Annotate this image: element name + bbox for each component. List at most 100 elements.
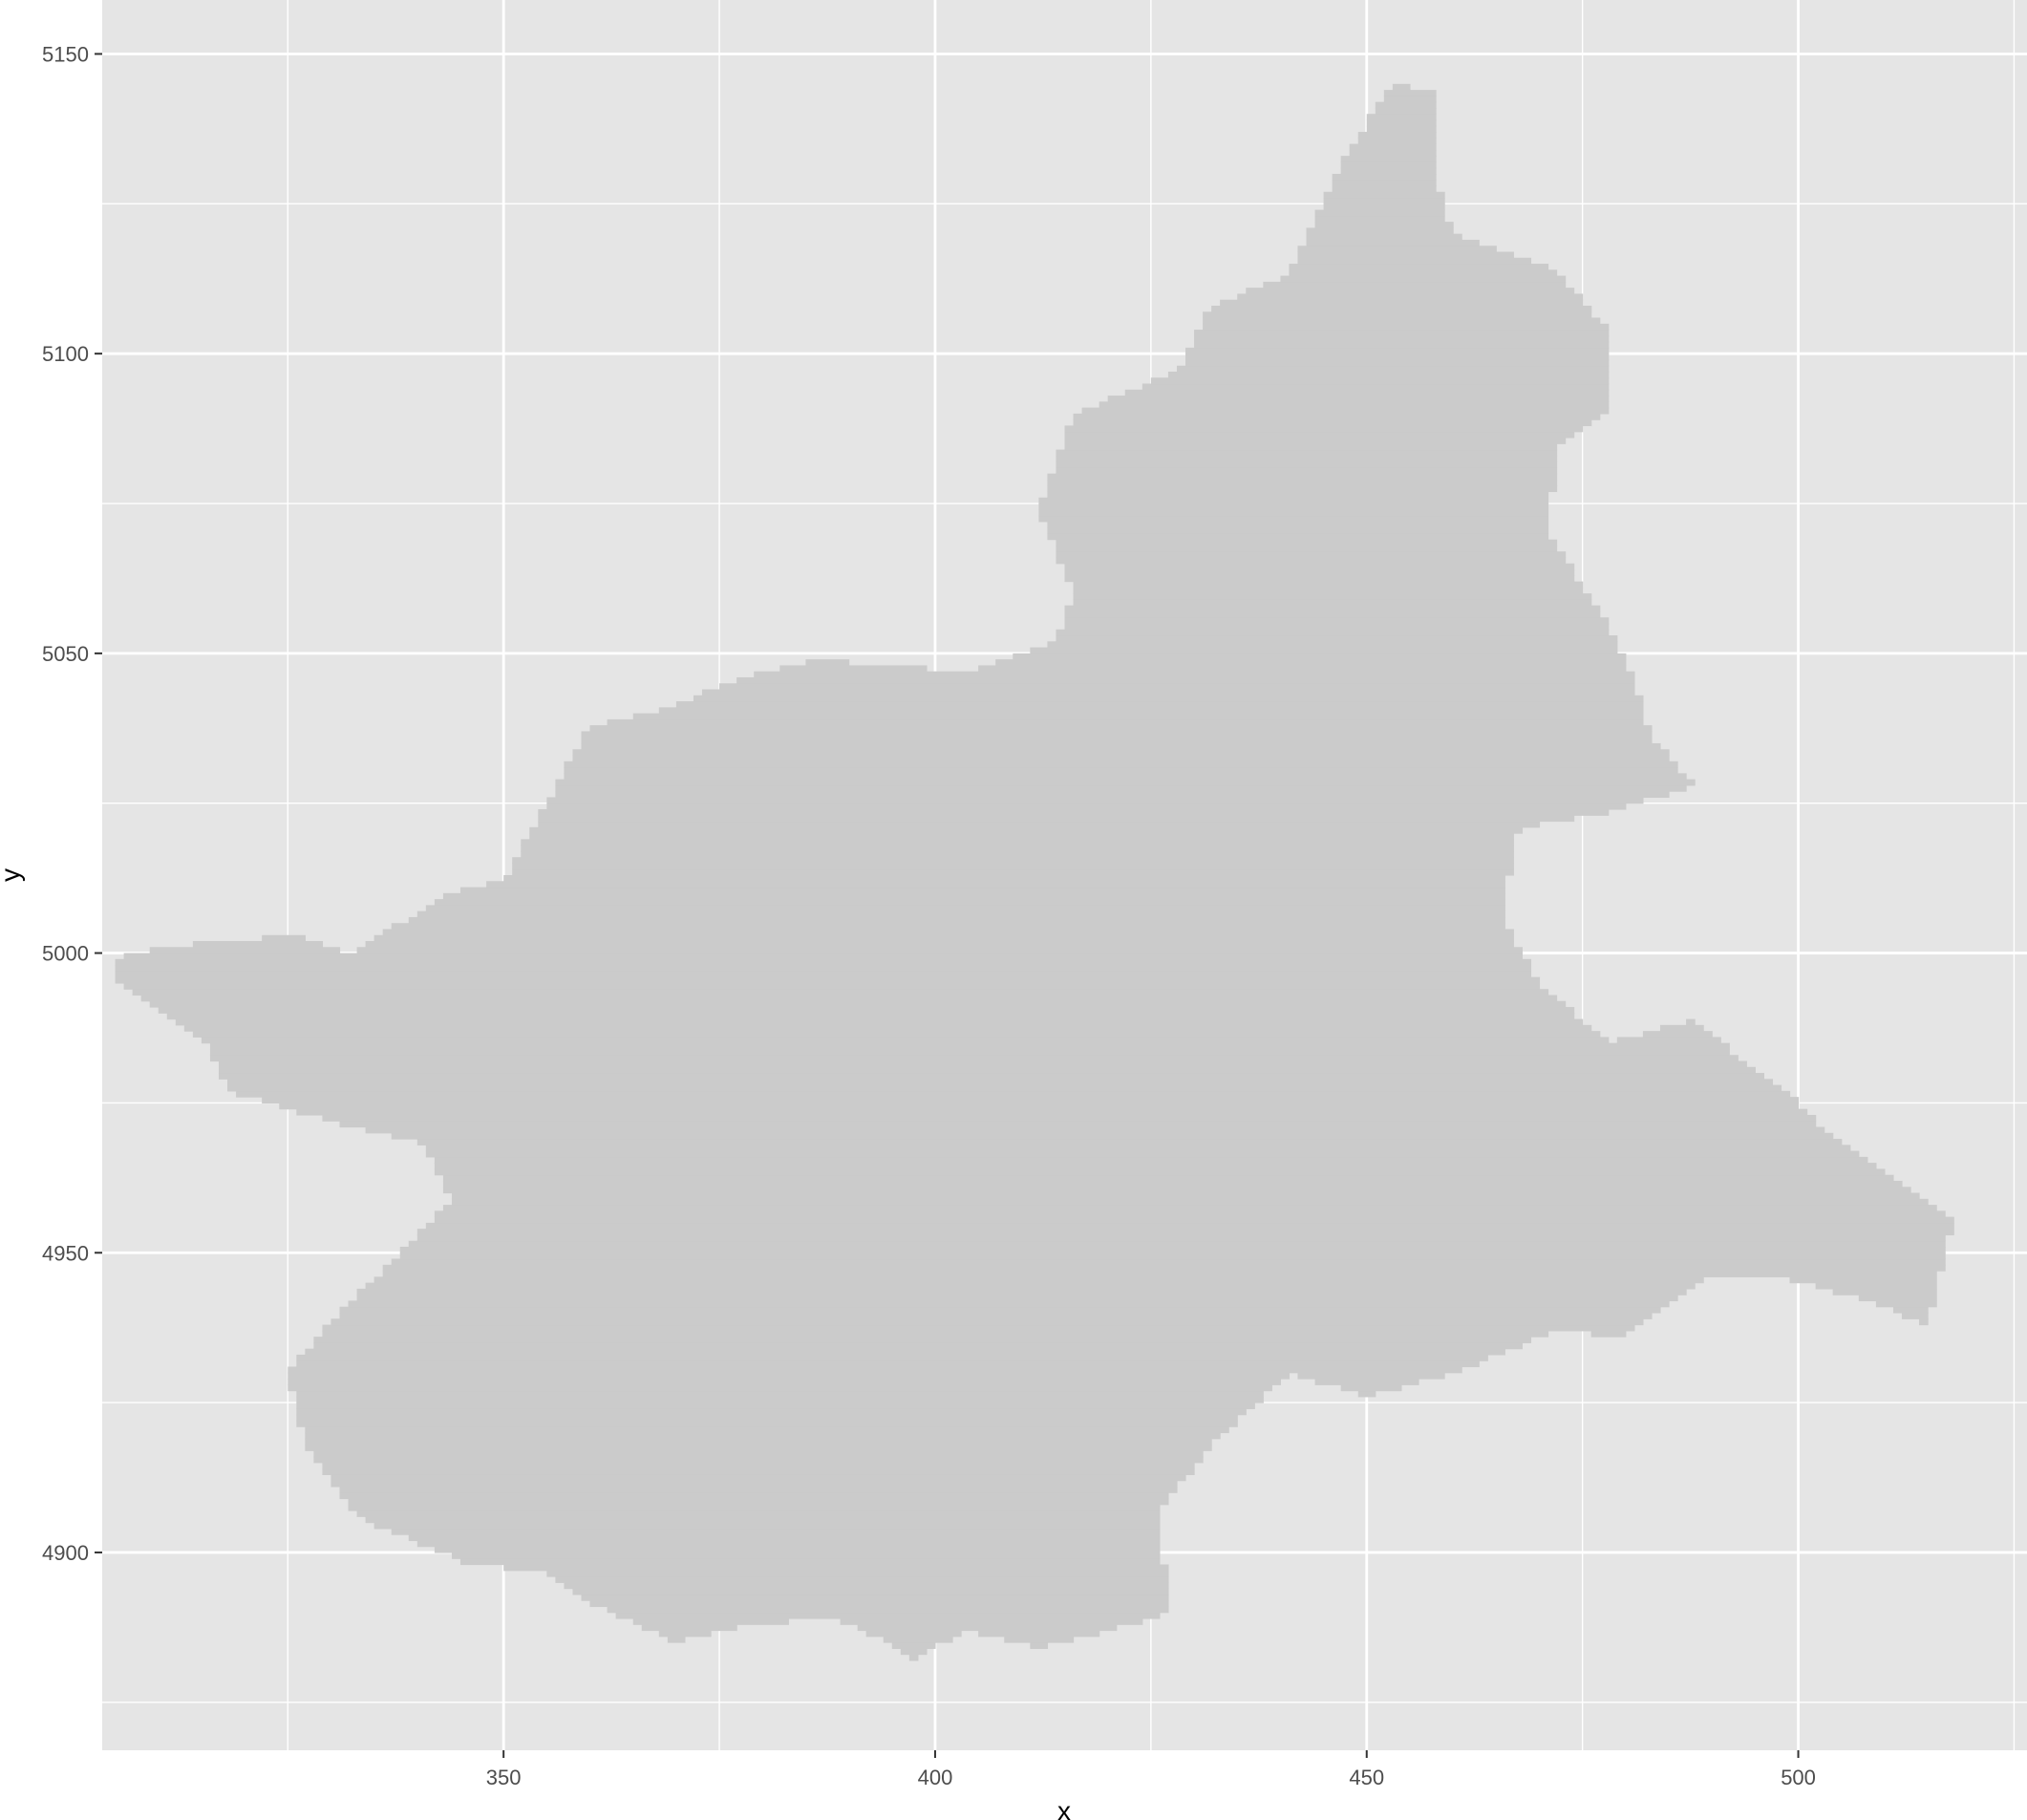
raster-cell-run [331,1474,1186,1482]
x-tick-label: 400 [918,1766,953,1789]
raster-cell-run [313,1337,1532,1343]
raster-cell-run [581,742,1661,750]
raster-cell-run [1349,143,1437,151]
raster-cell-run [908,1654,919,1661]
raster-cell-run [1642,1031,1713,1038]
raster-cell-run [719,683,1635,691]
raster-cell-run [1590,1330,1627,1338]
raster-cell-run [296,1360,1480,1368]
raster-cell-run [115,958,1532,966]
raster-cell-run [1073,599,1592,607]
raster-cell-run [1306,239,1480,246]
raster-cell-run [296,1414,1238,1422]
raster-cell-run [1314,222,1454,229]
raster-cell-run [1306,233,1462,241]
raster-cell-run [399,1253,1946,1260]
raster-cell-run [1038,509,1549,517]
raster-cell-run [857,1624,1118,1632]
raster-cell-run [1142,383,1610,391]
raster-cell-run [123,982,1541,990]
raster-cell-run [1340,167,1437,175]
raster-cell-run [995,659,1627,667]
raster-cell-run [451,1552,1161,1559]
raster-cell-run [434,1546,1161,1553]
x-tick-label: 350 [486,1766,522,1789]
raster-cell-run [1289,264,1549,270]
raster-cell-run [1357,1390,1376,1398]
raster-cell-run [296,1408,1247,1416]
raster-cell-run [339,1306,1661,1314]
raster-region [115,83,1954,1661]
raster-cell-run [322,1114,1817,1122]
raster-cell-run [607,1606,1169,1614]
raster-cell-run [564,773,1687,781]
raster-cell-run [1038,497,1549,504]
raster-cell-run [1047,521,1549,528]
raster-cell-run [572,755,1670,762]
raster-cell-run [1056,545,1558,552]
raster-cell-run [365,941,1514,948]
raster-cell-run [442,1174,1894,1182]
raster-cell-run [538,815,1575,823]
raster-cell-run [1038,503,1549,510]
raster-cell-run [658,1630,712,1638]
raster-cell-run [675,701,1644,708]
raster-cell-run [503,875,1505,882]
raster-cell-run [1875,1300,1937,1308]
raster-cell-run [442,1187,1911,1194]
raster-cell-run [693,695,1644,702]
raster-cell-run [564,767,1678,774]
raster-cell-run [581,731,1653,739]
raster-cell-run [279,1103,1800,1110]
raster-cell-run [1047,473,1558,481]
axis-ticks [95,53,1800,1758]
raster-cell-run [1366,125,1437,133]
raster-cell-run [434,1156,1868,1164]
raster-cell-run [305,1445,1212,1451]
raster-cell-run [434,1210,1946,1218]
raster-cell-run [779,665,928,673]
x-tick-label: 450 [1349,1766,1384,1789]
raster-cell-run [1047,533,1549,541]
raster-cell-run [1306,227,1454,235]
raster-cell-run [1030,1642,1049,1649]
raster-cell-run [1357,138,1437,145]
raster-cell-run [512,868,1514,876]
raster-cell-run [322,1324,1635,1332]
raster-cell-run [840,1617,1143,1625]
raster-cell-run [632,713,1644,720]
raster-cell-run [305,1432,1221,1440]
raster-cell-run [512,863,1514,870]
raster-cell-run [391,1258,1946,1266]
raster-cell-run [1047,485,1558,493]
x-axis-title: x [1057,1796,1071,1820]
raster-cell-run [227,1084,1782,1092]
raster-cell-run [1919,1318,1929,1326]
raster-cell-run [296,1420,1238,1427]
raster-cell-run [305,1426,1229,1434]
raster-cell-run [1013,653,1627,660]
raster-cell-run [313,1456,1204,1464]
raster-cell-run [132,989,1549,996]
raster-cell-run [1297,1372,1445,1380]
raster-cell-run [1064,605,1601,612]
raster-cell-run [1047,641,1618,649]
raster-cell-run [1185,347,1610,354]
raster-cell-run [1349,149,1437,157]
raster-cell-run [521,839,1514,846]
raster-cell-run [555,784,1687,792]
raster-cell-run [442,1180,1903,1188]
raster-cell-run [564,760,1678,768]
raster-cell-run [1064,617,1610,625]
raster-cell-run [288,1384,1272,1392]
raster-cell-run [1099,401,1610,409]
raster-cell-run [158,1007,1575,1014]
raster-cell-run [1056,557,1567,565]
raster-cell-run [581,1594,1169,1601]
raster-cell-run [391,1528,1161,1535]
raster-cell-run [356,947,1523,954]
raster-cell-run [1211,305,1592,312]
raster-cell-run [555,779,1696,786]
raster-cell-run [313,1342,1523,1350]
raster-cell-run [399,1246,1946,1253]
